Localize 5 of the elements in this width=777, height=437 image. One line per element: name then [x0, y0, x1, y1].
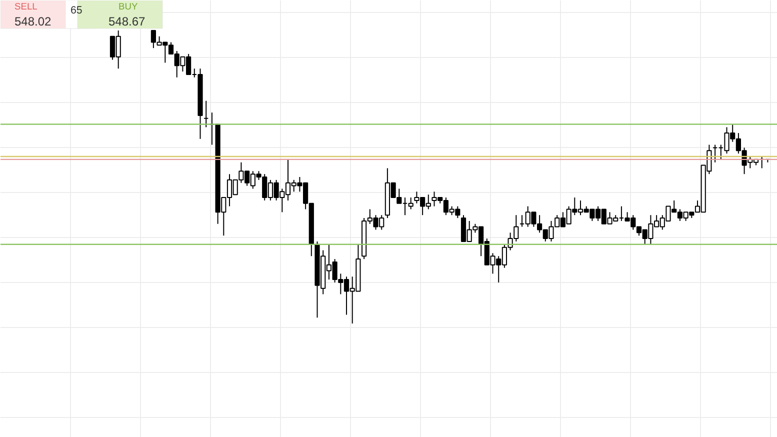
- text: BUY: [118, 2, 138, 12]
- text: 548.67: [108, 14, 146, 28]
- text: 548.02: [14, 14, 52, 28]
- text: 65: [70, 4, 82, 16]
- text: SELL: [14, 2, 38, 12]
